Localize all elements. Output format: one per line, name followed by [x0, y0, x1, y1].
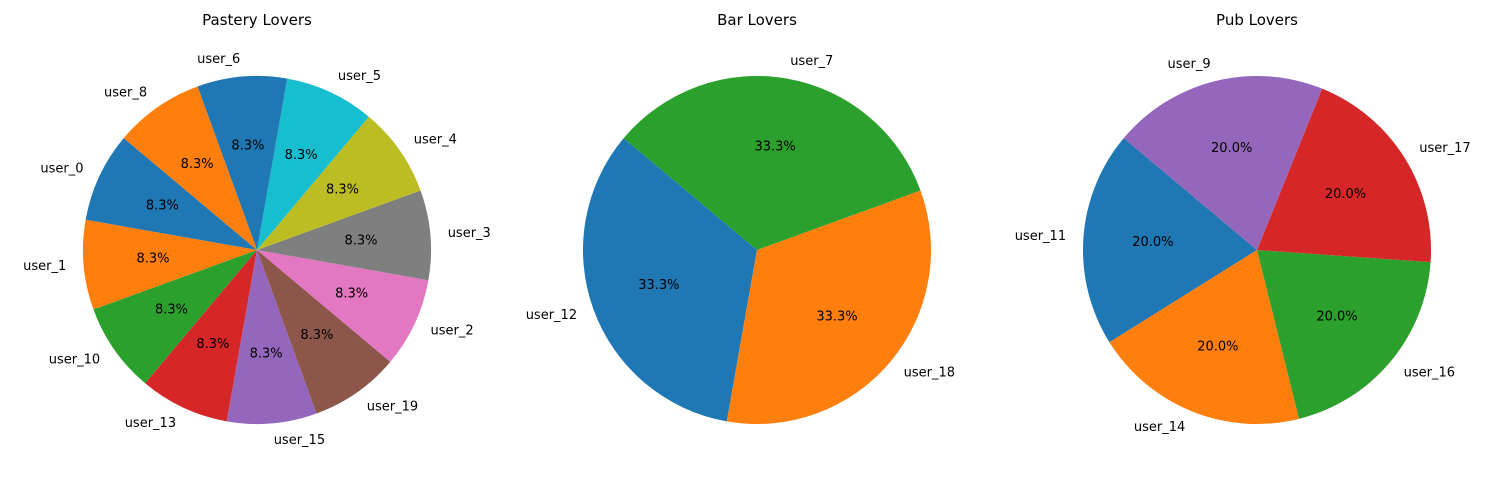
pie-slice-user-3	[257, 190, 432, 281]
percent-label: 33.3%	[816, 310, 857, 325]
percent-label: 8.3%	[250, 347, 283, 362]
percent-label: 20.0%	[1132, 235, 1173, 250]
slice-label: user_18	[904, 366, 955, 381]
percent-label: 20.0%	[1211, 141, 1252, 156]
pie-slice-user-17	[1257, 88, 1432, 263]
slice-label: user_19	[367, 399, 418, 414]
pie-slice-user-15	[226, 250, 317, 425]
slice-label: user_16	[1404, 366, 1455, 381]
slice-label: user_1	[23, 259, 66, 274]
slice-label: user_15	[274, 433, 325, 448]
pie-slice-user-13	[145, 250, 257, 422]
pie-chart-pub-lovers: Pub Lovers user_11 20.0% user_14 20.0% user_…	[1015, 11, 1471, 435]
percent-label: 33.3%	[754, 140, 795, 155]
slice-label: user_12	[526, 308, 577, 323]
percent-label: 8.3%	[326, 183, 359, 198]
pie-slice-user-10	[93, 250, 258, 384]
percent-label: 8.3%	[231, 139, 264, 154]
slice-label: user_13	[125, 416, 176, 431]
percent-label: 8.3%	[285, 148, 318, 163]
slice-label: user_14	[1134, 420, 1185, 435]
pie-slice-user-5	[257, 78, 369, 250]
chart-title: Pub Lovers	[1216, 11, 1298, 29]
slice-label: user_2	[431, 323, 474, 338]
slice-label: user_7	[790, 54, 833, 69]
slice-label: user_6	[197, 52, 240, 67]
percent-label: 8.3%	[181, 157, 214, 172]
percent-label: 8.3%	[155, 302, 188, 317]
percent-label: 8.3%	[335, 287, 368, 302]
pie-slice-user-12	[582, 138, 757, 422]
pie-chart-pastery-lovers: Pastery Lovers user_0 8.3% user_1 8.3% user_…	[23, 11, 491, 448]
percent-label: 8.3%	[136, 252, 169, 267]
pie-slice-user-19	[257, 250, 391, 414]
slice-label: user_10	[49, 352, 100, 367]
chart-title: Bar Lovers	[717, 11, 797, 29]
pie-slice-user-9	[1123, 75, 1323, 250]
pie-slice-user-14	[1109, 250, 1300, 424]
pie-slice-user-6	[197, 75, 288, 250]
slice-label: user_8	[104, 86, 147, 101]
percent-label: 20.0%	[1325, 187, 1366, 202]
slice-label: user_11	[1015, 229, 1066, 244]
pie-slice-user-1	[82, 219, 257, 310]
pie-slice-user-11	[1082, 138, 1257, 343]
percent-label: 20.0%	[1197, 339, 1238, 354]
pie-slice-user-8	[123, 86, 258, 251]
percent-label: 20.0%	[1316, 310, 1357, 325]
pie-slice-user-16	[1257, 250, 1431, 419]
pie-slice-user-7	[623, 75, 921, 250]
pie-slice-user-2	[257, 250, 429, 362]
pie-slice-user-4	[257, 116, 421, 251]
chart-title: Pastery Lovers	[202, 11, 312, 29]
pie-slice-user-18	[726, 190, 932, 425]
percent-label: 8.3%	[344, 233, 377, 248]
slice-label: user_3	[448, 226, 491, 241]
pie-chart-bar-lovers: Bar Lovers user_12 33.3% user_18 33.3% user_…	[526, 11, 955, 425]
percent-label: 8.3%	[146, 198, 179, 213]
slice-label: user_5	[338, 69, 381, 84]
slice-label: user_17	[1419, 141, 1470, 156]
percent-label: 8.3%	[196, 337, 229, 352]
slice-label: user_4	[414, 133, 457, 148]
percent-label: 33.3%	[638, 278, 679, 293]
slice-label: user_0	[40, 162, 83, 177]
percent-label: 8.3%	[300, 328, 333, 343]
slice-label: user_9	[1168, 57, 1211, 72]
pie-slice-user-0	[85, 138, 257, 250]
